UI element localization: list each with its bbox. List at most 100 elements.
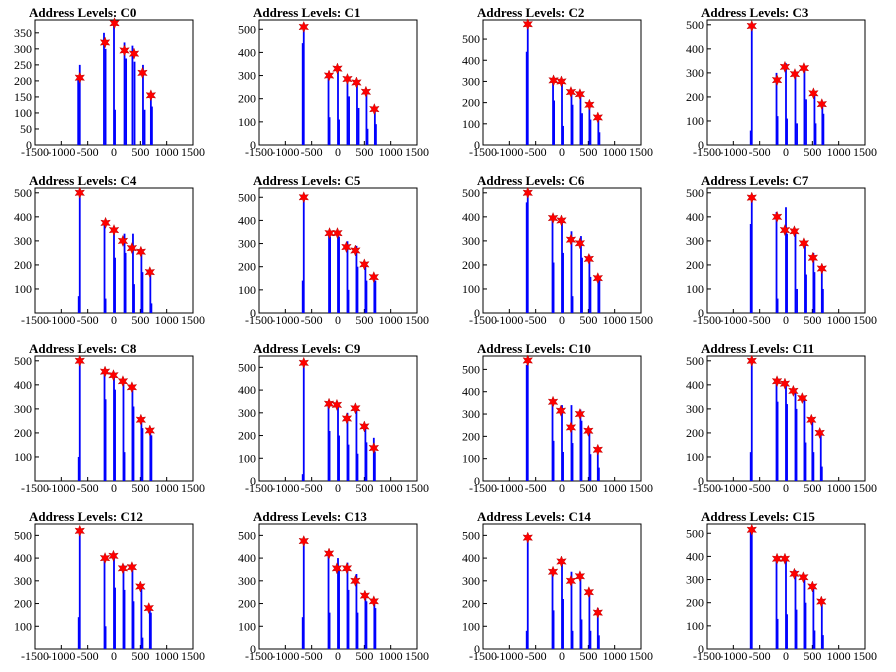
peak-marker bbox=[350, 244, 361, 257]
peak-marker bbox=[368, 271, 380, 284]
peak-marker bbox=[771, 210, 783, 223]
peak-marker bbox=[117, 562, 129, 575]
x-tick-label: 1000 bbox=[827, 649, 851, 663]
y-tick-label: 100 bbox=[238, 115, 256, 129]
peak-marker bbox=[547, 565, 559, 578]
peak-marker bbox=[592, 272, 604, 285]
panel-title: Address Levels: C10 bbox=[477, 341, 591, 356]
peak-marker bbox=[592, 606, 604, 619]
peak-marker bbox=[746, 354, 757, 367]
y-tick-label: 400 bbox=[462, 551, 480, 565]
peak-marker bbox=[779, 60, 791, 73]
y-tick-label: 500 bbox=[238, 190, 256, 204]
histogram-panel-11: Address Levels: C11 0 100 200 300 400 500 -1500… bbox=[686, 341, 877, 495]
y-tick-label: 300 bbox=[462, 234, 480, 248]
peak-marker bbox=[771, 552, 783, 565]
x-tick-label: 1500 bbox=[181, 649, 205, 663]
x-tick-label: 500 bbox=[579, 313, 597, 327]
y-tick-label: 100 bbox=[686, 450, 704, 464]
peak-marker bbox=[109, 17, 120, 30]
panel-title: Address Levels: C7 bbox=[701, 173, 809, 188]
peak-marker bbox=[574, 237, 586, 250]
y-tick-label: 100 bbox=[462, 452, 480, 466]
x-tick-label: -1000 bbox=[271, 481, 299, 495]
y-tick-label: 0 bbox=[474, 642, 480, 656]
x-tick-label: 0 bbox=[335, 481, 341, 495]
peak-marker bbox=[555, 404, 567, 417]
peak-marker bbox=[789, 225, 800, 238]
x-tick-label: 500 bbox=[131, 649, 149, 663]
x-tick-label: 0 bbox=[111, 145, 117, 159]
x-tick-label: 1500 bbox=[853, 649, 877, 663]
x-tick-label: -1500 bbox=[693, 145, 721, 159]
y-tick-label: 100 bbox=[686, 282, 704, 296]
y-tick-label: 400 bbox=[14, 378, 32, 392]
peak-marker bbox=[323, 397, 335, 410]
peak-marker bbox=[556, 75, 567, 88]
panel-title: Address Levels: C2 bbox=[477, 5, 584, 20]
x-tick-label: 1000 bbox=[603, 145, 627, 159]
x-tick-label: -1500 bbox=[21, 313, 49, 327]
y-tick-label: 200 bbox=[238, 92, 256, 106]
peak-marker bbox=[798, 62, 810, 75]
y-tick-label: 400 bbox=[238, 551, 256, 565]
y-tick-label: 300 bbox=[686, 234, 704, 248]
y-tick-label: 500 bbox=[14, 186, 32, 200]
y-tick-label: 100 bbox=[14, 106, 32, 120]
peak-marker bbox=[746, 19, 757, 33]
y-tick-label: 400 bbox=[686, 42, 704, 56]
y-tick-label: 400 bbox=[14, 210, 32, 224]
peak-marker bbox=[100, 216, 111, 229]
peak-marker bbox=[746, 523, 757, 536]
peak-marker bbox=[298, 20, 309, 33]
peak-marker bbox=[565, 574, 577, 587]
peak-marker bbox=[779, 377, 791, 390]
y-tick-label: 400 bbox=[686, 549, 704, 563]
y-tick-label: 300 bbox=[686, 573, 704, 587]
x-tick-label: -1000 bbox=[47, 313, 75, 327]
x-tick-label: 1500 bbox=[629, 649, 653, 663]
y-tick-label: 500 bbox=[462, 186, 480, 200]
histogram-panel-2: Address Levels: C20100200300400500-1500-… bbox=[462, 5, 653, 159]
peak-marker bbox=[298, 535, 309, 548]
peak-marker bbox=[350, 402, 361, 415]
x-tick-label: -500 bbox=[525, 481, 547, 495]
y-tick-label: 400 bbox=[686, 210, 704, 224]
x-tick-label: 1500 bbox=[405, 481, 429, 495]
peak-marker bbox=[556, 555, 567, 568]
x-tick-label: -1000 bbox=[47, 649, 75, 663]
x-tick-label: 0 bbox=[111, 649, 117, 663]
y-tick-label: 300 bbox=[686, 66, 704, 80]
y-tick-label: 400 bbox=[238, 383, 256, 397]
peak-marker bbox=[351, 76, 362, 89]
x-tick-label: 1500 bbox=[405, 649, 429, 663]
peak-marker bbox=[99, 552, 111, 565]
histogram-panel-15: Address Levels: C15 0 100 200 300 400 500 -1500… bbox=[686, 509, 877, 663]
y-tick-label: 500 bbox=[686, 526, 704, 540]
peak-marker bbox=[368, 442, 380, 455]
y-tick-label: 100 bbox=[462, 117, 480, 131]
x-tick-label: 0 bbox=[783, 649, 789, 663]
x-tick-label: -500 bbox=[749, 649, 771, 663]
y-tick-label: 300 bbox=[14, 402, 32, 416]
panel-title: Address Levels: C3 bbox=[701, 5, 809, 20]
y-tick-label: 0 bbox=[698, 306, 704, 320]
y-tick-label: 200 bbox=[462, 96, 480, 110]
peak-marker bbox=[584, 98, 595, 111]
histogram-panel-0: Address Levels: C0 0 50 100 150 200 250 300 350 -… bbox=[14, 5, 205, 159]
x-tick-label: 1000 bbox=[379, 313, 403, 327]
x-tick-label: 0 bbox=[335, 313, 341, 327]
peak-marker bbox=[522, 186, 533, 199]
histogram-panel-9: Address Levels: C90100200300400500-1500-… bbox=[238, 341, 429, 495]
histogram-panel-6: Address Levels: C60100200300400500-1500-… bbox=[462, 173, 653, 327]
x-tick-label: -1000 bbox=[719, 481, 747, 495]
panel-title: Address Levels: C14 bbox=[477, 509, 591, 524]
x-tick-label: 500 bbox=[131, 145, 149, 159]
peak-marker bbox=[117, 234, 129, 247]
peak-marker bbox=[74, 186, 85, 199]
peak-marker bbox=[789, 567, 800, 580]
x-tick-label: 0 bbox=[559, 145, 565, 159]
y-tick-label: 0 bbox=[250, 642, 256, 656]
peak-marker bbox=[789, 68, 801, 81]
y-tick-label: 0 bbox=[698, 642, 704, 656]
